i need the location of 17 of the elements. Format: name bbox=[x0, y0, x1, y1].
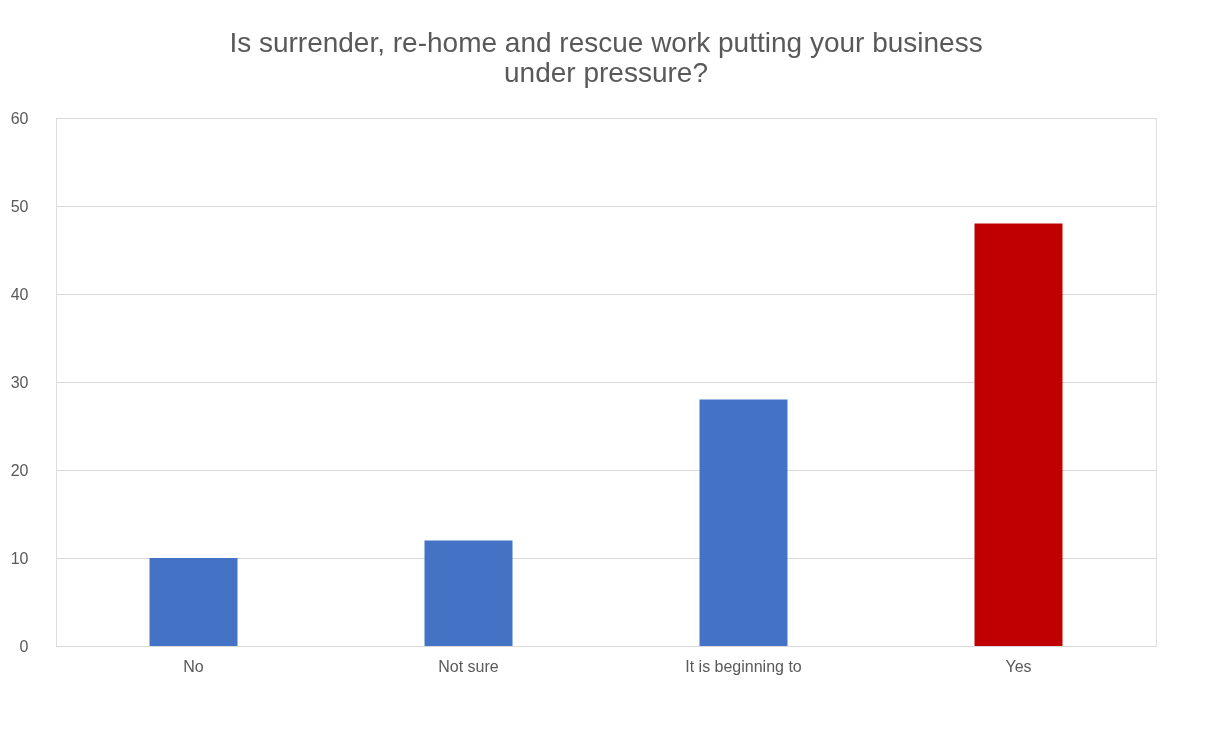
y-tick-label: 40 bbox=[10, 285, 29, 303]
bar bbox=[699, 399, 788, 646]
bar bbox=[424, 540, 513, 646]
text: under pressure? bbox=[504, 57, 708, 88]
x-tick-label: No bbox=[183, 657, 204, 675]
y-tick-label: 30 bbox=[10, 373, 29, 391]
x-tick-label: Yes bbox=[1005, 657, 1032, 675]
x-tick-label: It is beginning to bbox=[685, 657, 802, 675]
y-tick-label: 50 bbox=[10, 197, 29, 215]
y-tick-label: 0 bbox=[19, 637, 29, 655]
text: Is surrender, re-home and rescue work putting your business bbox=[229, 27, 983, 58]
y-tick-label: 10 bbox=[10, 549, 29, 567]
y-tick-label: 60 bbox=[10, 109, 29, 127]
y-tick-label: 20 bbox=[10, 461, 29, 479]
x-tick-label: Not sure bbox=[438, 657, 499, 675]
bar bbox=[149, 558, 238, 646]
bar bbox=[974, 223, 1063, 646]
